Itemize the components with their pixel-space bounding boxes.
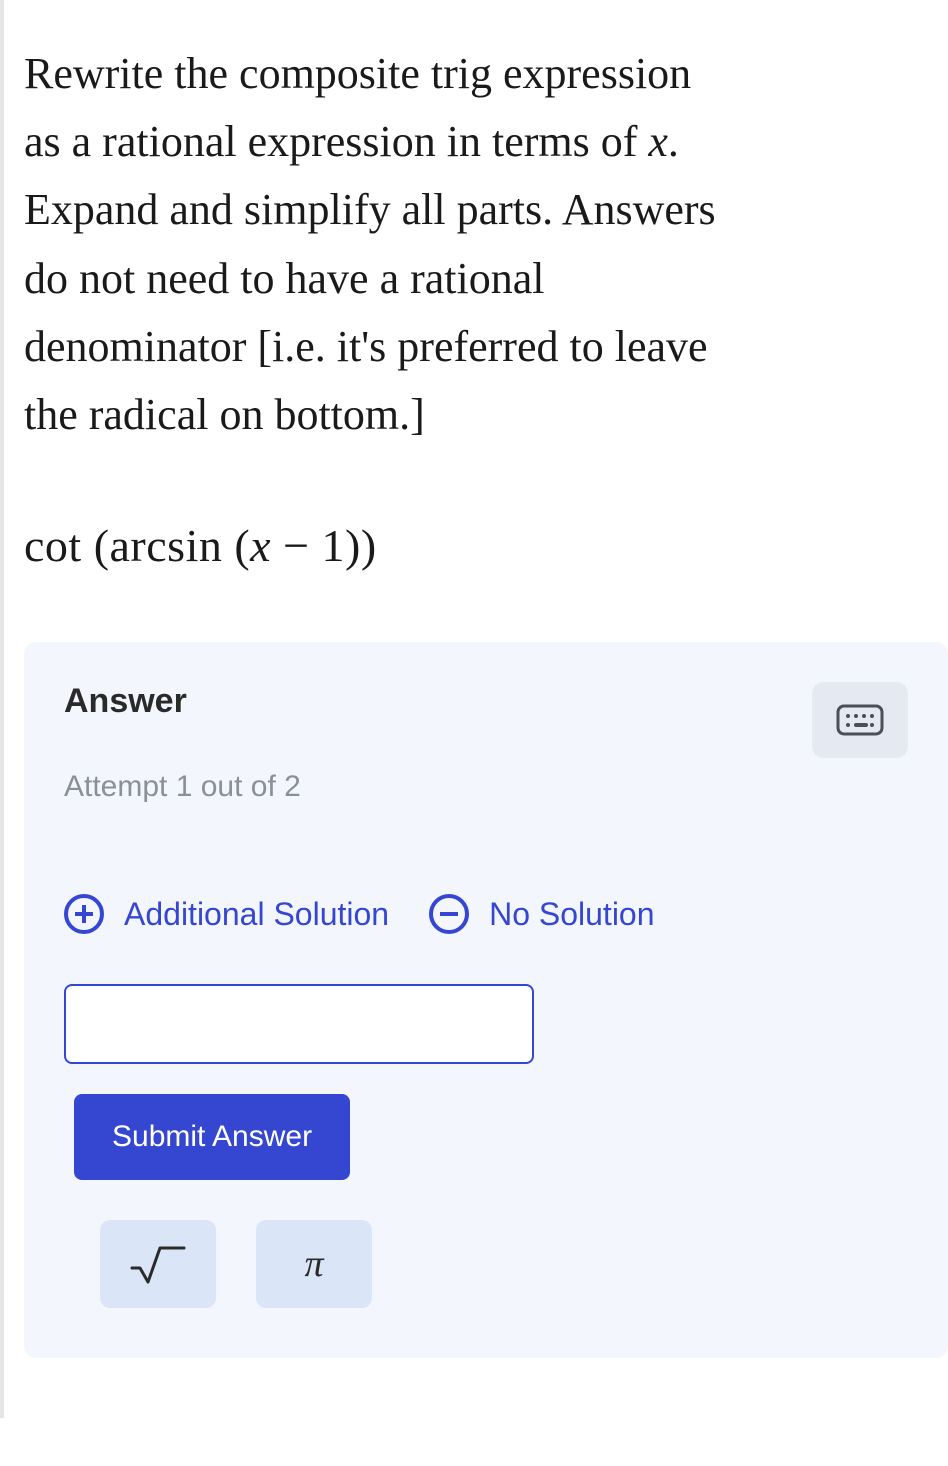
no-solution-button[interactable]: No Solution <box>429 894 654 934</box>
sqrt-button[interactable] <box>100 1220 216 1308</box>
plus-circle-icon <box>64 894 104 934</box>
question-line: do not need to have a rational <box>24 254 544 303</box>
submit-button[interactable]: Submit Answer <box>74 1094 350 1180</box>
keyboard-icon <box>836 704 884 736</box>
question-line: Rewrite the composite trig expression <box>24 49 691 98</box>
formula-prefix: cot (arcsin ( <box>24 520 250 571</box>
variable-x: x <box>648 117 668 166</box>
question-line: the radical on bottom.] <box>24 390 425 439</box>
additional-solution-button[interactable]: Additional Solution <box>64 894 389 934</box>
formula-expression: cot (arcsin (x − 1)) <box>24 519 948 572</box>
attempt-count: Attempt 1 out of 2 <box>64 770 908 804</box>
answer-panel: Answer Attempt 1 out of 2 Addi <box>24 642 948 1358</box>
question-line: as a rational expression in terms of <box>24 117 648 166</box>
formula-suffix: − 1)) <box>271 520 377 571</box>
question-line: Expand and simplify all parts. Answers <box>24 185 716 234</box>
question-line: . <box>668 117 679 166</box>
keyboard-button[interactable] <box>812 682 908 758</box>
answer-header: Answer <box>64 682 908 758</box>
minus-circle-icon <box>429 894 469 934</box>
answer-title: Answer <box>64 682 187 721</box>
formula-var: x <box>250 520 271 571</box>
answer-input[interactable] <box>64 984 534 1064</box>
additional-solution-label: Additional Solution <box>124 896 389 933</box>
pi-symbol: π <box>304 1242 323 1286</box>
pi-button[interactable]: π <box>256 1220 372 1308</box>
question-line: denominator [i.e. it's preferred to leav… <box>24 322 708 371</box>
question-text: Rewrite the composite trig expression as… <box>24 40 948 449</box>
no-solution-label: No Solution <box>489 896 654 933</box>
sqrt-icon <box>128 1242 188 1286</box>
symbol-row: π <box>100 1220 908 1308</box>
solution-actions: Additional Solution No Solution <box>64 894 908 934</box>
